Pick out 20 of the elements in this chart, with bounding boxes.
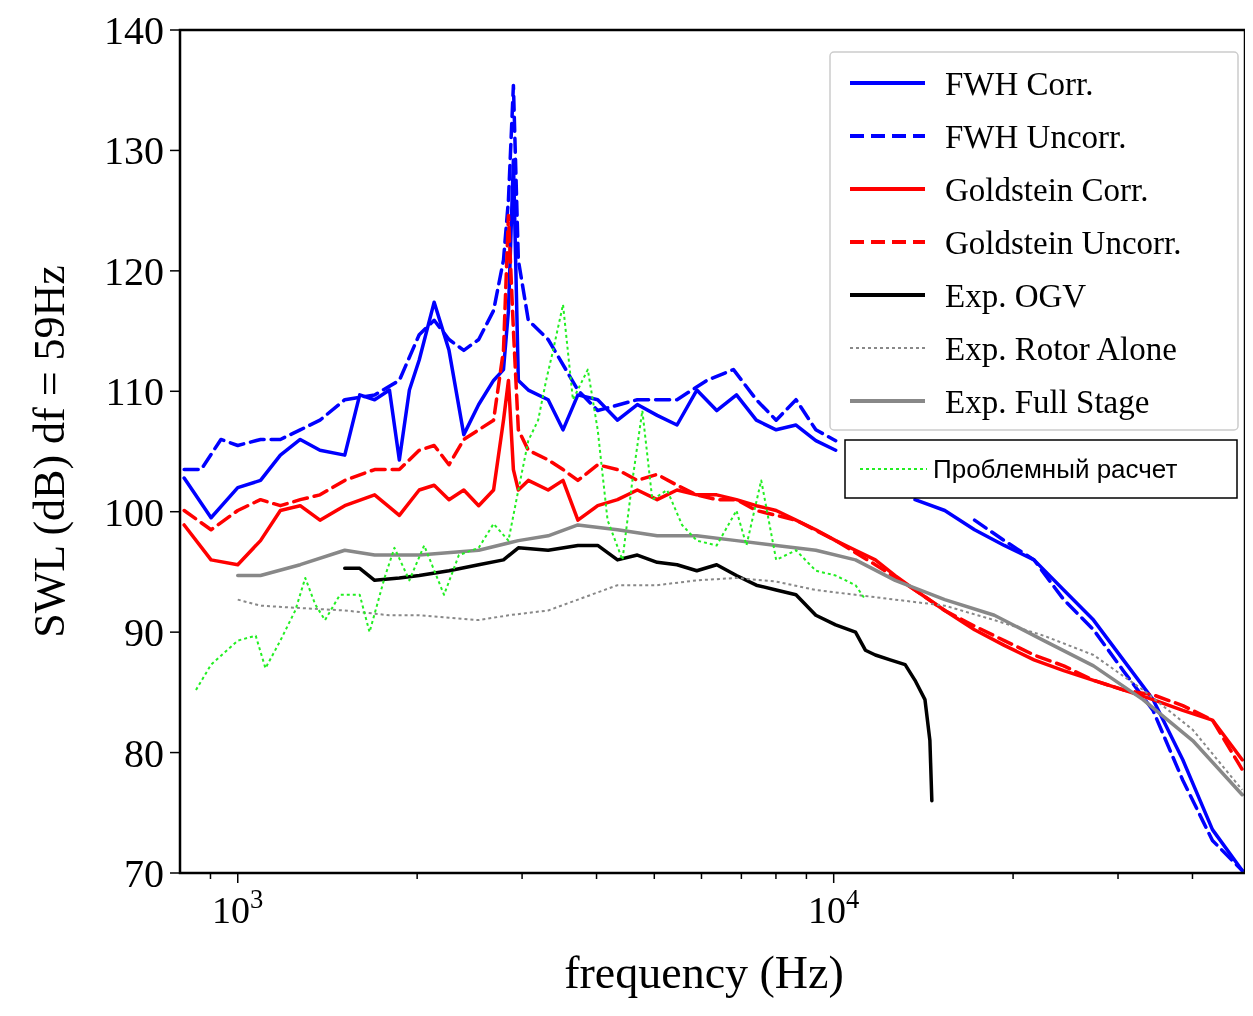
legend-label: Exp. Rotor Alone	[945, 331, 1177, 367]
y-tick-label: 110	[105, 369, 164, 415]
legend-label: Проблемный расчет	[933, 454, 1178, 484]
y-tick-label: 90	[124, 610, 164, 656]
y-tick-label: 100	[104, 489, 164, 535]
x-tick-label: 10$^{3}$	[212, 884, 264, 931]
legend-label: Exp. Full Stage	[945, 384, 1150, 420]
y-tick-label: 120	[104, 248, 164, 294]
legend-label: FWH Uncorr.	[945, 119, 1127, 155]
y-tick-label: 70	[124, 851, 164, 896]
legend-label: Goldstein Corr.	[945, 172, 1149, 208]
y-axis-title: SWL (dB) df = 59Hz	[25, 265, 74, 638]
y-tick-label: 130	[104, 128, 164, 174]
legend-label: Exp. OGV	[945, 278, 1087, 314]
x-axis-title: frequency (Hz)	[564, 947, 844, 998]
legend-label: FWH Corr.	[945, 66, 1094, 102]
x-tick-label: 10$^{4}$	[808, 884, 860, 931]
y-tick-label: 80	[124, 730, 164, 776]
y-tick-label: 140	[104, 8, 164, 53]
legend-label: Goldstein Uncorr.	[945, 225, 1182, 261]
